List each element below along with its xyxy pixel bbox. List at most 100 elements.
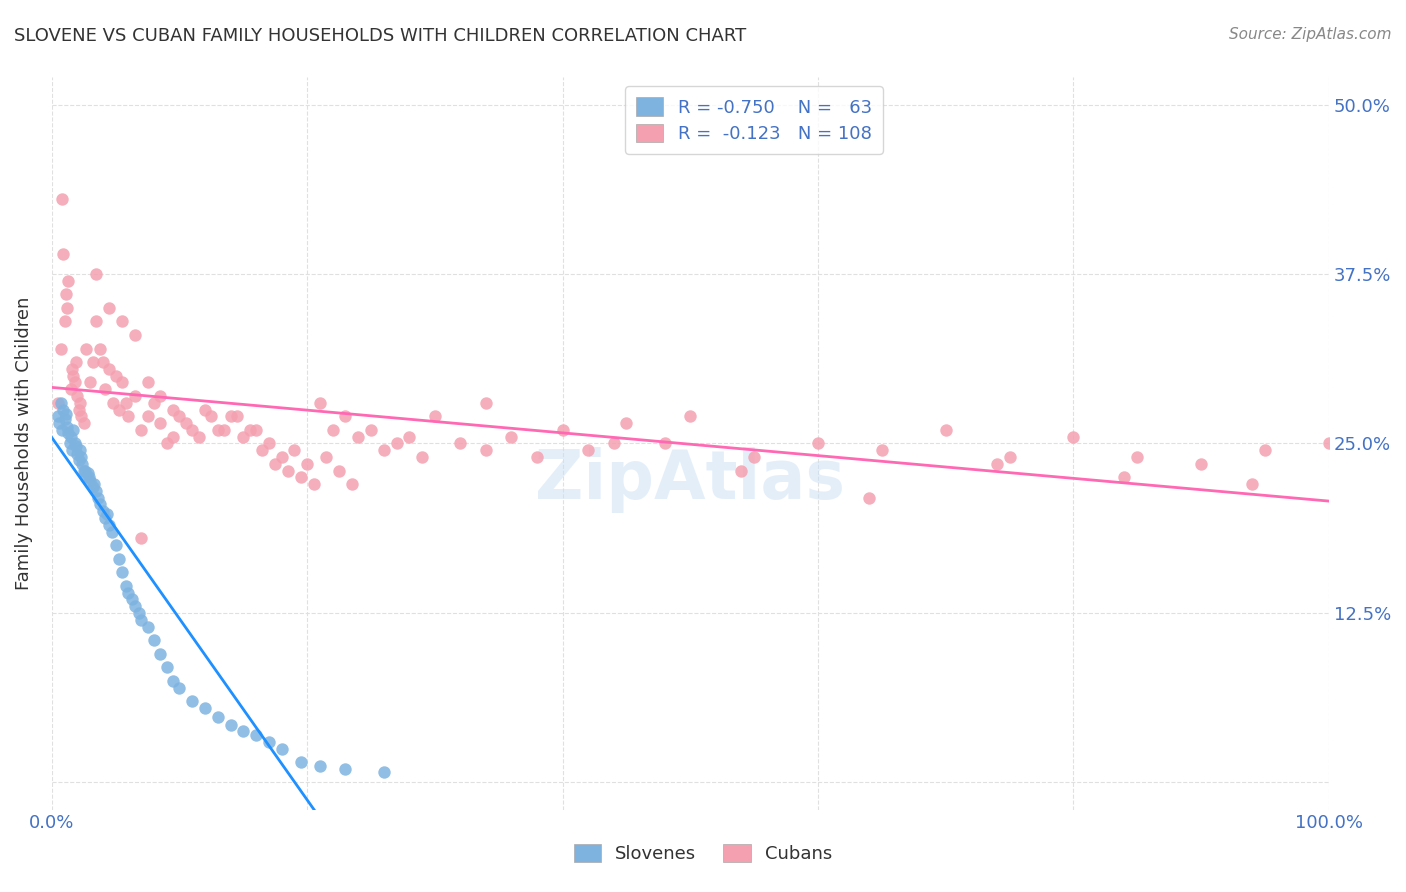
- Point: [162, 430, 184, 444]
- Point: [53, 314, 76, 328]
- Point: [328, 464, 350, 478]
- Point: [142, 396, 165, 410]
- Point: [742, 450, 765, 464]
- Point: [411, 450, 433, 464]
- Point: [169, 409, 191, 424]
- Point: [60, 362, 83, 376]
- Point: [169, 681, 191, 695]
- Point: [52, 402, 75, 417]
- Point: [986, 457, 1008, 471]
- Point: [181, 423, 204, 437]
- Point: [156, 660, 179, 674]
- Text: Source: ZipAtlas.com: Source: ZipAtlas.com: [1229, 27, 1392, 42]
- Point: [70, 450, 93, 464]
- Point: [67, 452, 90, 467]
- Point: [309, 759, 332, 773]
- Point: [1241, 477, 1264, 491]
- Point: [207, 710, 229, 724]
- Point: [86, 314, 108, 328]
- Point: [226, 409, 249, 424]
- Point: [239, 423, 262, 437]
- Point: [295, 457, 318, 471]
- Point: [858, 491, 880, 505]
- Point: [124, 599, 146, 614]
- Point: [219, 718, 242, 732]
- Point: [58, 274, 80, 288]
- Point: [679, 409, 702, 424]
- Point: [290, 470, 312, 484]
- Point: [385, 436, 408, 450]
- Point: [94, 511, 117, 525]
- Point: [67, 402, 90, 417]
- Point: [998, 450, 1021, 464]
- Point: [46, 396, 69, 410]
- Point: [200, 409, 222, 424]
- Point: [59, 382, 82, 396]
- Point: [1062, 430, 1084, 444]
- Point: [730, 464, 752, 478]
- Point: [59, 436, 82, 450]
- Point: [602, 436, 624, 450]
- Point: [290, 755, 312, 769]
- Point: [335, 762, 357, 776]
- Point: [73, 416, 96, 430]
- Point: [398, 430, 420, 444]
- Point: [149, 416, 172, 430]
- Point: [69, 443, 91, 458]
- Y-axis label: Family Households with Children: Family Households with Children: [15, 297, 32, 591]
- Point: [149, 389, 172, 403]
- Point: [449, 436, 471, 450]
- Point: [181, 694, 204, 708]
- Point: [51, 423, 73, 437]
- Point: [232, 723, 254, 738]
- Point: [98, 301, 121, 315]
- Point: [48, 416, 70, 430]
- Point: [63, 376, 86, 390]
- Point: [73, 464, 96, 478]
- Point: [65, 355, 87, 369]
- Point: [89, 498, 111, 512]
- Point: [63, 436, 86, 450]
- Point: [75, 470, 97, 484]
- Point: [149, 647, 172, 661]
- Point: [142, 633, 165, 648]
- Point: [86, 483, 108, 498]
- Point: [551, 423, 574, 437]
- Point: [98, 362, 121, 376]
- Point: [87, 491, 110, 505]
- Point: [232, 430, 254, 444]
- Point: [62, 423, 84, 437]
- Point: [335, 409, 357, 424]
- Point: [219, 409, 242, 424]
- Point: [66, 389, 89, 403]
- Point: [49, 342, 72, 356]
- Point: [264, 457, 287, 471]
- Point: [53, 412, 76, 426]
- Point: [807, 436, 830, 450]
- Point: [66, 447, 89, 461]
- Point: [283, 443, 305, 458]
- Point: [51, 193, 73, 207]
- Point: [82, 480, 104, 494]
- Point: [526, 450, 548, 464]
- Point: [91, 355, 114, 369]
- Point: [104, 538, 127, 552]
- Point: [129, 532, 152, 546]
- Point: [124, 328, 146, 343]
- Point: [56, 301, 79, 315]
- Point: [79, 376, 101, 390]
- Point: [121, 592, 143, 607]
- Point: [360, 423, 382, 437]
- Point: [207, 423, 229, 437]
- Point: [86, 267, 108, 281]
- Point: [91, 504, 114, 518]
- Point: [174, 416, 197, 430]
- Point: [65, 439, 87, 453]
- Point: [315, 450, 337, 464]
- Point: [69, 396, 91, 410]
- Point: [83, 477, 105, 491]
- Point: [82, 355, 104, 369]
- Point: [501, 430, 523, 444]
- Point: [52, 246, 75, 260]
- Point: [101, 396, 124, 410]
